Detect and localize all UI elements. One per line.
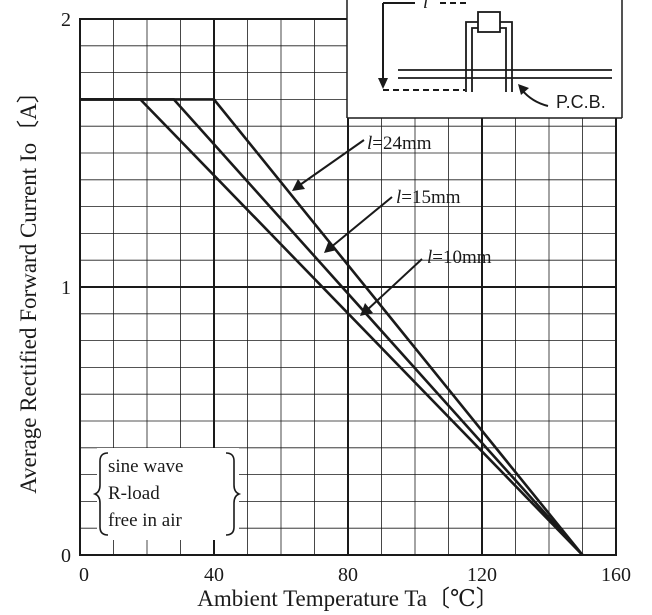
- arrowhead-10mm: [360, 303, 373, 316]
- x-tick-label: 0: [79, 564, 89, 586]
- x-tick-label: 80: [338, 564, 358, 586]
- y-tick-label: 2: [61, 9, 71, 31]
- inset-pcb-diagram: l P.C.B.: [346, 0, 623, 119]
- svg-text:l=24mm: l=24mm: [367, 133, 432, 154]
- conditions-box: sine wave R-load free in air: [92, 448, 242, 540]
- length-symbol: l: [367, 133, 372, 154]
- series-lines: [80, 98, 584, 556]
- svg-text:l=10mm: l=10mm: [427, 247, 492, 268]
- series-label-10mm: l=10mm: [427, 247, 492, 268]
- svg-text:l=15mm: l=15mm: [396, 187, 461, 208]
- inset-length-label: l: [423, 0, 428, 13]
- y-axis-title: Average Rectified Forward Current Io〔A〕: [16, 80, 41, 493]
- arrow-10mm: [365, 258, 423, 312]
- x-tick-label: 160: [601, 564, 631, 586]
- arrowhead-15mm: [324, 240, 337, 253]
- condition-line: sine wave: [108, 456, 183, 477]
- series-line-2: [80, 98, 584, 556]
- x-tick-label: 120: [467, 564, 497, 586]
- arrow-24mm: [296, 139, 365, 188]
- series-label-15mm: l=15mm: [396, 187, 461, 208]
- pcb-label: P.C.B.: [556, 92, 606, 112]
- arrow-15mm: [329, 196, 393, 249]
- condition-line: free in air: [108, 510, 183, 531]
- x-tick-labels: 0 40 80 120 160: [79, 564, 631, 586]
- x-tick-label: 40: [204, 564, 224, 586]
- series-label-24mm: l=24mm: [367, 133, 432, 154]
- x-axis-title: Ambient Temperature Ta〔℃〕: [197, 586, 498, 611]
- y-tick-label: 1: [61, 277, 71, 299]
- y-tick-label: 0: [61, 545, 71, 567]
- arrowhead-24mm: [292, 179, 305, 191]
- condition-line: R-load: [108, 483, 160, 504]
- y-tick-labels: 0 1 2: [61, 9, 71, 567]
